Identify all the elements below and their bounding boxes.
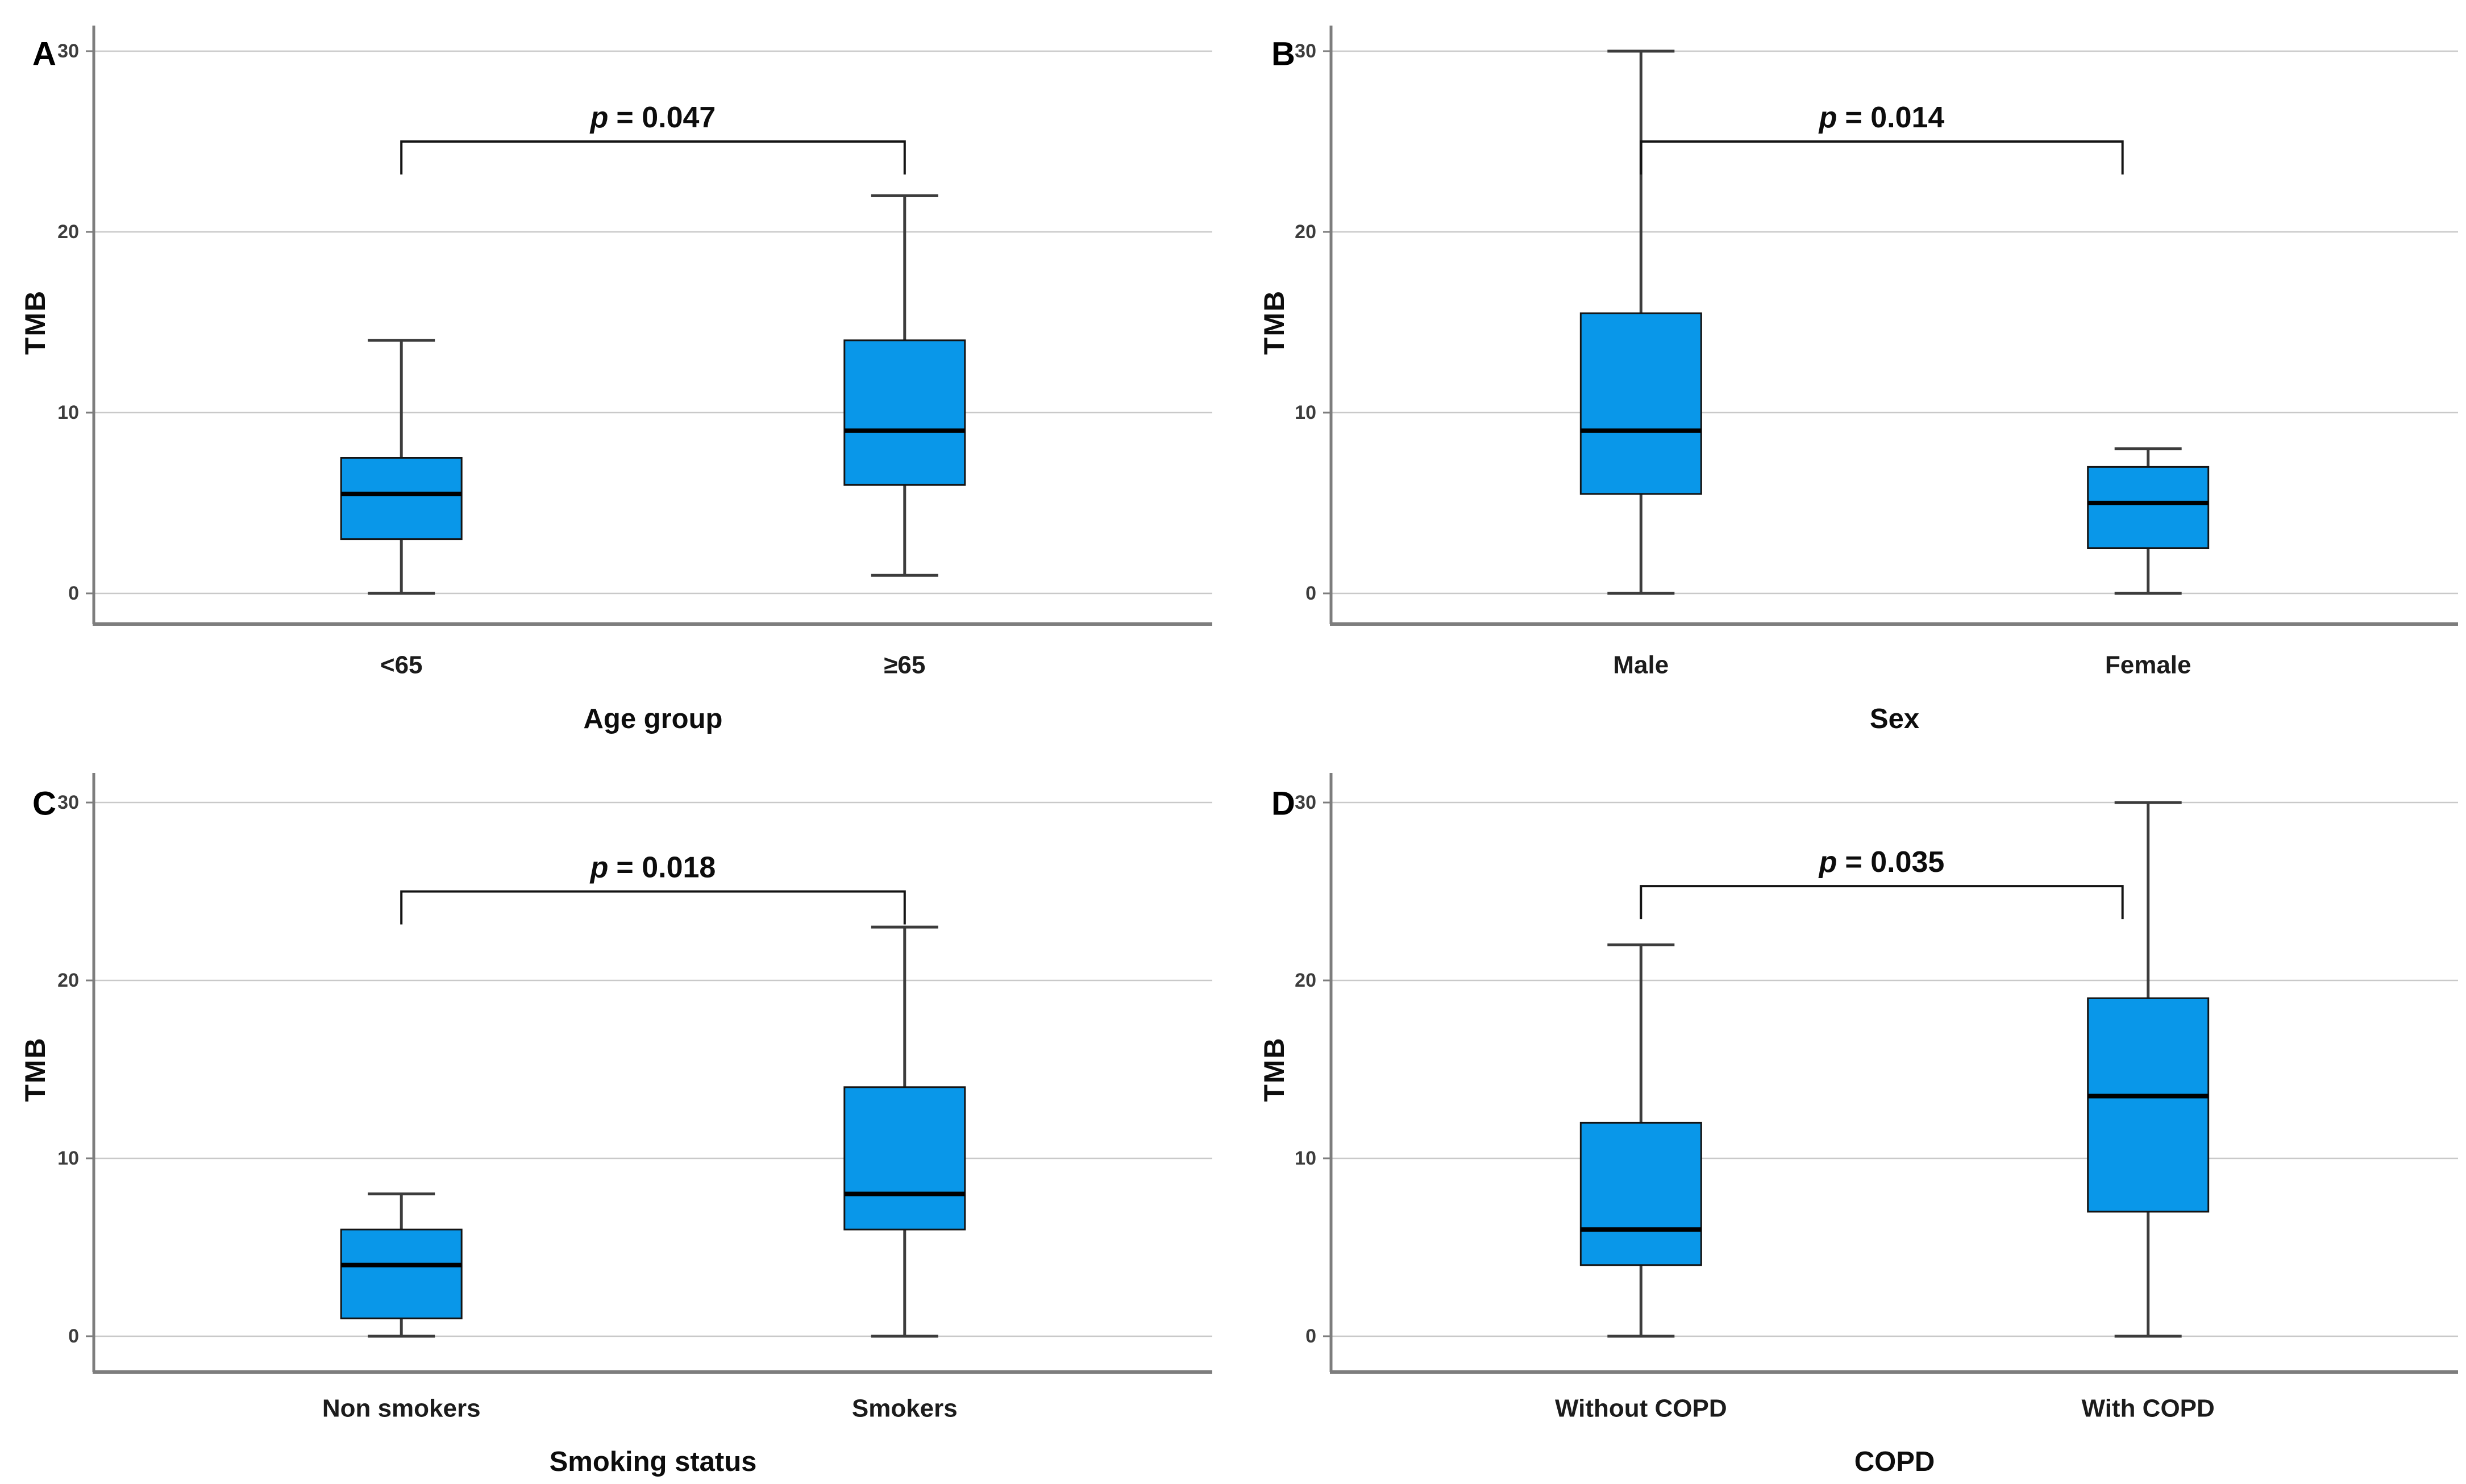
category-label: <65 <box>380 651 423 679</box>
y-tick-label: 30 <box>1295 792 1316 813</box>
p-value-text: = 0.047 <box>616 101 716 134</box>
iqr-box <box>340 457 463 541</box>
p-symbol: p <box>589 101 609 134</box>
x-axis-title: COPD <box>1854 1446 1935 1477</box>
box-group-1 <box>843 194 966 577</box>
y-tick-label: 20 <box>57 221 79 243</box>
y-tick-label: 10 <box>1295 402 1316 423</box>
significance-bracket <box>1640 885 2124 920</box>
y-tick-label: 0 <box>1305 583 1316 604</box>
x-axis-title: Age group <box>584 704 723 734</box>
iqr-box <box>843 339 966 486</box>
box-group-0 <box>340 339 463 595</box>
significance-bracket <box>400 890 906 925</box>
y-tick-label: 0 <box>68 583 79 604</box>
y-tick-label: 20 <box>57 970 79 991</box>
iqr-box <box>1579 312 1702 495</box>
box-group-1 <box>2087 447 2210 595</box>
iqr-box <box>1579 1121 1702 1266</box>
y-tick-label: 10 <box>57 402 79 423</box>
box-group-0 <box>1579 943 1702 1338</box>
y-axis-title: TMB <box>19 1037 51 1101</box>
p-value-label: p = 0.035 <box>1818 846 1945 879</box>
y-axis-title: TMB <box>1258 1037 1290 1101</box>
iqr-box <box>340 1228 463 1320</box>
iqr-box <box>2087 465 2210 550</box>
box-group-1 <box>843 925 966 1338</box>
p-symbol: p <box>589 851 609 884</box>
iqr-box <box>843 1086 966 1231</box>
y-tick-label: 10 <box>1295 1148 1316 1169</box>
panel-A: 0 10 20 30 <65 ≥65 p = 0.047 A TMB Age group <box>19 26 1212 734</box>
y-tick-label: 30 <box>1295 40 1316 62</box>
category-label: Without COPD <box>1555 1395 1727 1423</box>
significance-bracket <box>400 140 906 174</box>
panel-letter: C <box>32 785 56 822</box>
panel-letter: B <box>1271 36 1295 73</box>
p-value-text: = 0.035 <box>1845 846 1944 879</box>
y-axis-title: TMB <box>19 290 51 355</box>
y-tick-label: 20 <box>1295 970 1316 991</box>
x-axis-title: Smoking status <box>550 1446 757 1477</box>
iqr-box <box>2087 997 2210 1213</box>
category-label: Male <box>1613 651 1669 679</box>
y-tick-label: 0 <box>68 1325 79 1347</box>
p-symbol: p <box>1818 101 1837 134</box>
category-label: ≥65 <box>884 651 925 679</box>
p-value-label: p = 0.018 <box>589 851 716 884</box>
p-value-text: = 0.018 <box>616 851 716 884</box>
panel-letter: D <box>1271 785 1295 822</box>
category-label: Non smokers <box>322 1395 481 1423</box>
x-axis-title: Sex <box>1870 704 1919 734</box>
box-group-0 <box>340 1192 463 1338</box>
category-label: Female <box>2105 651 2191 679</box>
box-group-1 <box>2087 801 2210 1338</box>
box-group-0 <box>1579 49 1702 595</box>
y-tick-label: 20 <box>1295 221 1316 243</box>
significance-bracket <box>1640 140 2124 174</box>
y-tick-label: 10 <box>57 1148 79 1169</box>
y-axis-title: TMB <box>1258 290 1290 355</box>
y-tick-label: 0 <box>1305 1325 1316 1347</box>
p-value-label: p = 0.047 <box>589 101 716 134</box>
p-value-text: = 0.014 <box>1845 101 1944 134</box>
panel-letter: A <box>32 36 56 73</box>
panel-B: 0 10 20 30 Male Female p = 0.014 B TMB Sex <box>1258 26 2458 734</box>
category-label: With COPD <box>2082 1395 2215 1423</box>
y-tick-label: 30 <box>57 792 79 813</box>
y-tick-label: 30 <box>57 40 79 62</box>
category-label: Smokers <box>852 1395 958 1423</box>
p-value-label: p = 0.014 <box>1818 101 1945 134</box>
panel-D: 0 10 20 30 Without COPD With COPD p = 0.035 D TMB… <box>1258 773 2458 1477</box>
panel-C: 0 10 20 30 Non smokers Smokers p = 0.018 C TMB Smo… <box>19 773 1212 1477</box>
p-symbol: p <box>1818 846 1837 879</box>
